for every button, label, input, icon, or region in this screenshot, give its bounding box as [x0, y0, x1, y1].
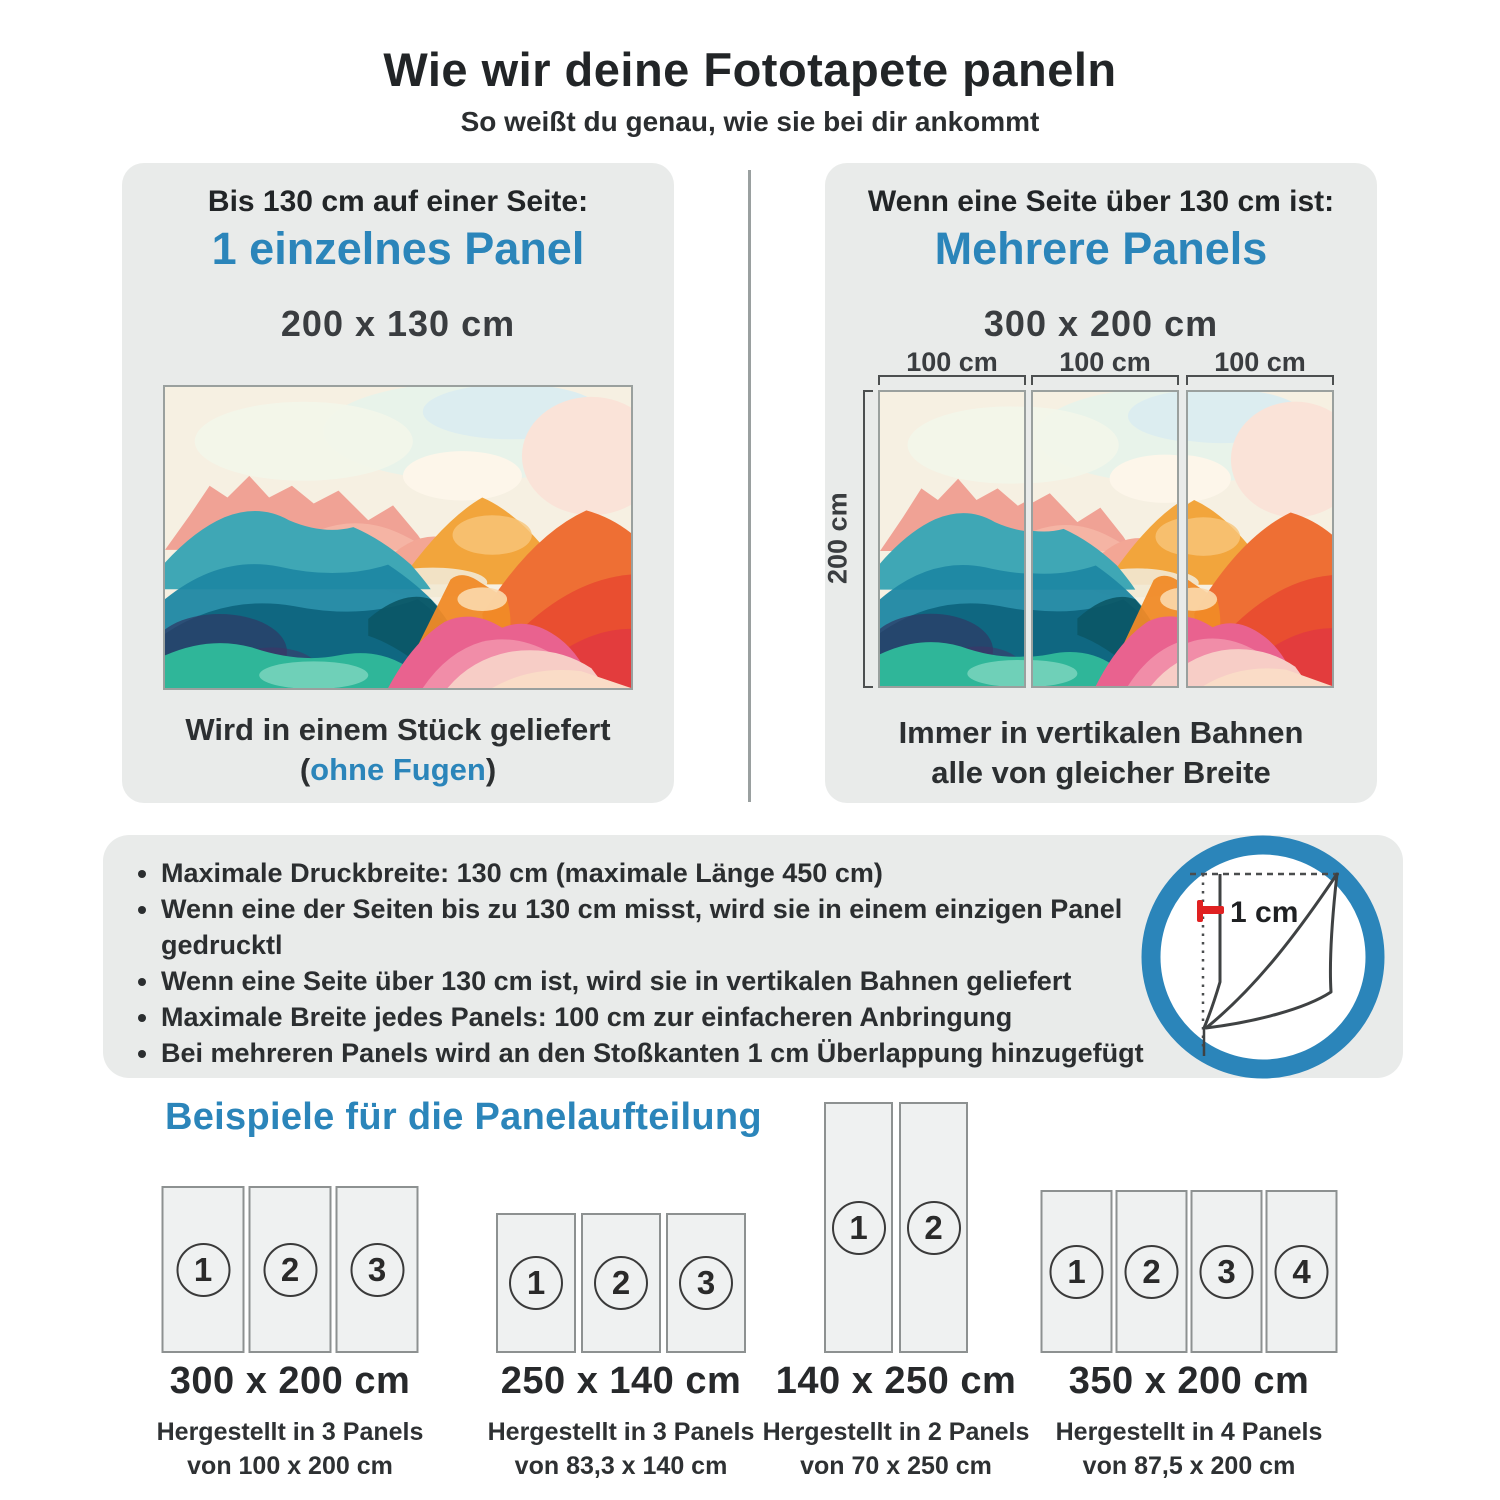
panel-number-badge: 1: [1049, 1244, 1104, 1299]
example-panel: 2: [1115, 1190, 1188, 1353]
multi-panel-headline: Mehrere Panels: [934, 223, 1268, 274]
example-panel: 2: [581, 1213, 661, 1353]
example-panel: 1: [824, 1102, 893, 1353]
width-measure-bracket: [878, 375, 1026, 385]
panel-number-badge: 2: [263, 1242, 317, 1297]
example-panel-size: von 87,5 x 200 cm: [1082, 1452, 1296, 1480]
panel-width-label: 100 cm: [1214, 347, 1306, 377]
multi-panel-card: Wenn eine Seite über 130 cm ist: Mehrere…: [823, 163, 1377, 803]
example-made-in: Hergestellt in 4 Panels: [1055, 1418, 1323, 1446]
height-measure-bracket: [863, 390, 873, 688]
page-title: Wie wir deine Fototapete paneln: [383, 43, 1117, 96]
example-panel: 3: [335, 1186, 419, 1353]
multi-panel-size: 300 x 200 cm: [983, 303, 1219, 344]
panel-number-badge: 3: [350, 1242, 404, 1297]
single-panel-card: Bis 130 cm auf einer Seite: 1 einzelnes …: [122, 163, 674, 803]
paren-open: (: [299, 752, 311, 787]
info-bullet: Wenn eine Seite über 130 cm ist, wird si…: [161, 963, 1201, 999]
panel-number-badge: 4: [1274, 1244, 1329, 1299]
example-panel-size: von 70 x 250 cm: [800, 1452, 992, 1480]
example-size: 250 x 140 cm: [500, 1360, 742, 1402]
panel-height-label: 200 cm: [822, 492, 853, 584]
example-panel: 4: [1265, 1190, 1338, 1353]
panel-number-badge: 2: [1124, 1244, 1179, 1299]
watercolor-image: [163, 385, 633, 690]
overlap-measure-label: 1 cm: [1230, 896, 1298, 929]
example-panel: 1: [1040, 1190, 1113, 1353]
single-panel-caption-note: (ohne Fugen): [122, 752, 674, 788]
multi-panel-condition: Wenn eine Seite über 130 cm ist:: [867, 185, 1335, 218]
width-measure-bracket: [1031, 375, 1179, 385]
info-bullet: Maximale Breite jedes Panels: 100 cm zur…: [161, 999, 1201, 1035]
multi-panel-caption-line1: Immer in vertikalen Bahnen: [898, 715, 1304, 750]
wallpaper-strip-3: [1186, 390, 1334, 688]
no-seams-highlight: ohne Fugen: [310, 752, 486, 787]
info-bullet: Bei mehreren Panels wird an den Stoßkant…: [161, 1035, 1201, 1071]
single-panel-headline: 1 einzelnes Panel: [211, 223, 585, 274]
panel-number-badge: 1: [176, 1242, 230, 1297]
paren-close: ): [485, 752, 497, 787]
example-panel-size: von 83,3 x 140 cm: [514, 1452, 728, 1480]
panel-width-label: 100 cm: [906, 347, 998, 377]
width-measure-bracket: [1186, 375, 1334, 385]
example-panel: 3: [1190, 1190, 1263, 1353]
info-bullet-list: Maximale Druckbreite: 130 cm (maximale L…: [103, 835, 1403, 1071]
wallpaper-strip-2: [1031, 390, 1179, 688]
overlap-diagram-icon: 1 cm: [1140, 834, 1386, 1080]
single-panel-caption: Wird in einem Stück geliefert: [185, 712, 611, 747]
example-size: 140 x 250 cm: [775, 1360, 1017, 1402]
multi-panel-caption-line2: alle von gleicher Breite: [931, 755, 1271, 790]
example-panel: 1: [161, 1186, 245, 1353]
page-subtitle: So weißt du genau, wie sie bei dir ankom…: [460, 106, 1040, 137]
example-made-in: Hergestellt in 2 Panels: [762, 1418, 1030, 1446]
panel-number-badge: 3: [679, 1256, 733, 1310]
card-divider: [748, 170, 751, 802]
example-size: 350 x 200 cm: [1068, 1360, 1310, 1402]
info-bullet: Wenn eine der Seiten bis zu 130 cm misst…: [161, 891, 1201, 963]
panel-width-label: 100 cm: [1059, 347, 1151, 377]
panel-number-badge: 1: [831, 1200, 886, 1255]
example-panel: 2: [899, 1102, 968, 1353]
example-panel: 3: [666, 1213, 746, 1353]
single-panel-size: 200 x 130 cm: [280, 303, 516, 344]
example-panel-size: von 100 x 200 cm: [187, 1452, 393, 1480]
examples-heading: Beispiele für die Panelaufteilung: [165, 1096, 762, 1138]
wallpaper-strip-1: [878, 390, 1026, 688]
panel-number-badge: 3: [1199, 1244, 1254, 1299]
example-size: 300 x 200 cm: [169, 1360, 411, 1402]
panel-number-badge: 2: [594, 1256, 648, 1310]
single-panel-condition: Bis 130 cm auf einer Seite:: [207, 185, 589, 218]
example-made-in: Hergestellt in 3 Panels: [156, 1418, 424, 1446]
panel-number-badge: 1: [509, 1256, 563, 1310]
info-bullet: Maximale Druckbreite: 130 cm (maximale L…: [161, 855, 1201, 891]
example-panel: 1: [496, 1213, 576, 1353]
example-made-in: Hergestellt in 3 Panels: [487, 1418, 755, 1446]
example-panel: 2: [248, 1186, 332, 1353]
panel-number-badge: 2: [906, 1200, 961, 1255]
